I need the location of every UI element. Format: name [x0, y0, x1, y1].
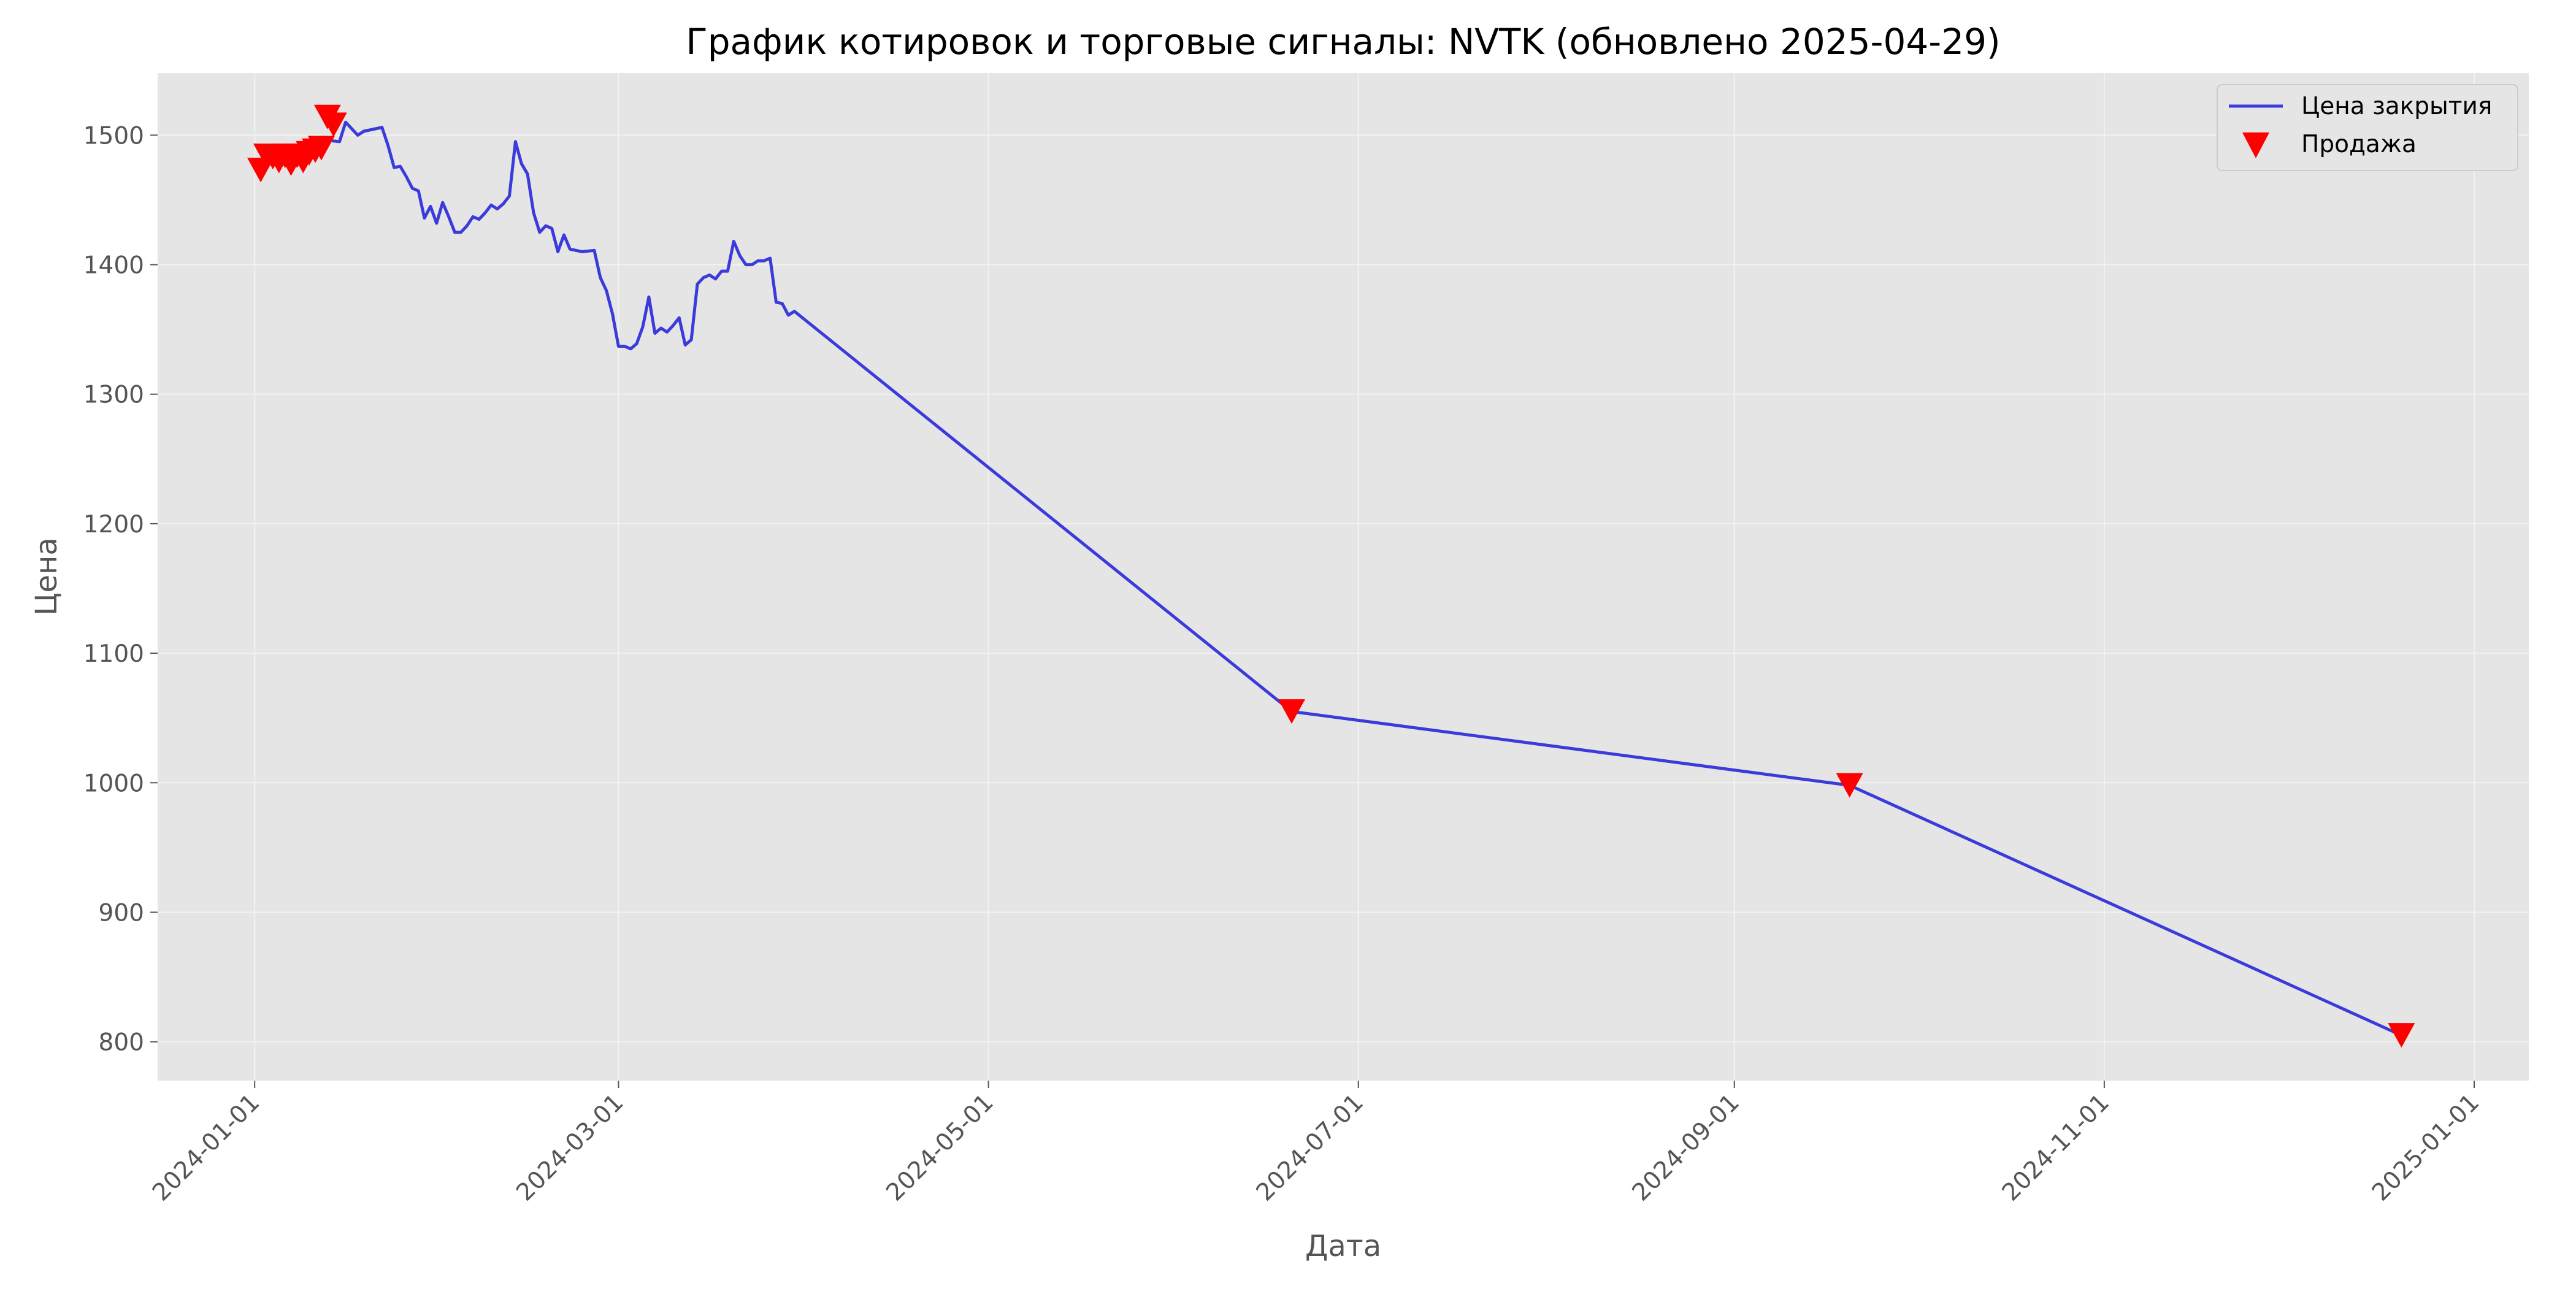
- y-tick-label: 1500: [83, 122, 144, 150]
- y-tick-label: 800: [99, 1029, 144, 1057]
- legend-box: [2217, 84, 2518, 171]
- sell-signal-marker: [1836, 773, 1863, 798]
- x-tick-label: 2024-01-01: [147, 1089, 265, 1206]
- sell-signal-marker: [2388, 1023, 2415, 1048]
- y-tick-label: 1100: [83, 640, 144, 668]
- y-tick-label: 1300: [83, 381, 144, 409]
- x-axis-label: Дата: [1305, 1229, 1381, 1263]
- legend-label-sell: Продажа: [2301, 131, 2417, 158]
- close-price-line: [265, 120, 2403, 1037]
- x-tick-label: 2024-05-01: [881, 1089, 999, 1206]
- x-tick-label: 2024-09-01: [1627, 1089, 1745, 1206]
- x-tick-label: 2024-07-01: [1251, 1089, 1369, 1206]
- legend-label-close-price: Цена закрытия: [2301, 93, 2492, 120]
- plot-background: [158, 73, 2529, 1081]
- y-tick-label: 1000: [83, 770, 144, 797]
- chart-title: График котировок и торговые сигналы: NVT…: [686, 21, 2000, 63]
- sell-signal-marker: [1278, 699, 1305, 724]
- sell-signal-marker: [320, 112, 347, 137]
- series-layer: [247, 104, 2415, 1048]
- sell-signal-marker: [307, 136, 335, 161]
- y-tick-label: 1200: [83, 511, 144, 538]
- legend-marker-swatch: [2242, 132, 2269, 158]
- grid-lines: [158, 73, 2529, 1081]
- x-tick-label: 2024-03-01: [511, 1089, 629, 1206]
- y-tick-label: 900: [99, 899, 144, 927]
- y-axis-label: Цена: [29, 537, 64, 616]
- x-tick-label: 2024-11-01: [1997, 1089, 2115, 1206]
- y-tick-label: 1400: [83, 252, 144, 280]
- x-tick-label: 2025-01-01: [2367, 1089, 2485, 1206]
- legend: Цена закрытия Продажа: [2217, 84, 2518, 171]
